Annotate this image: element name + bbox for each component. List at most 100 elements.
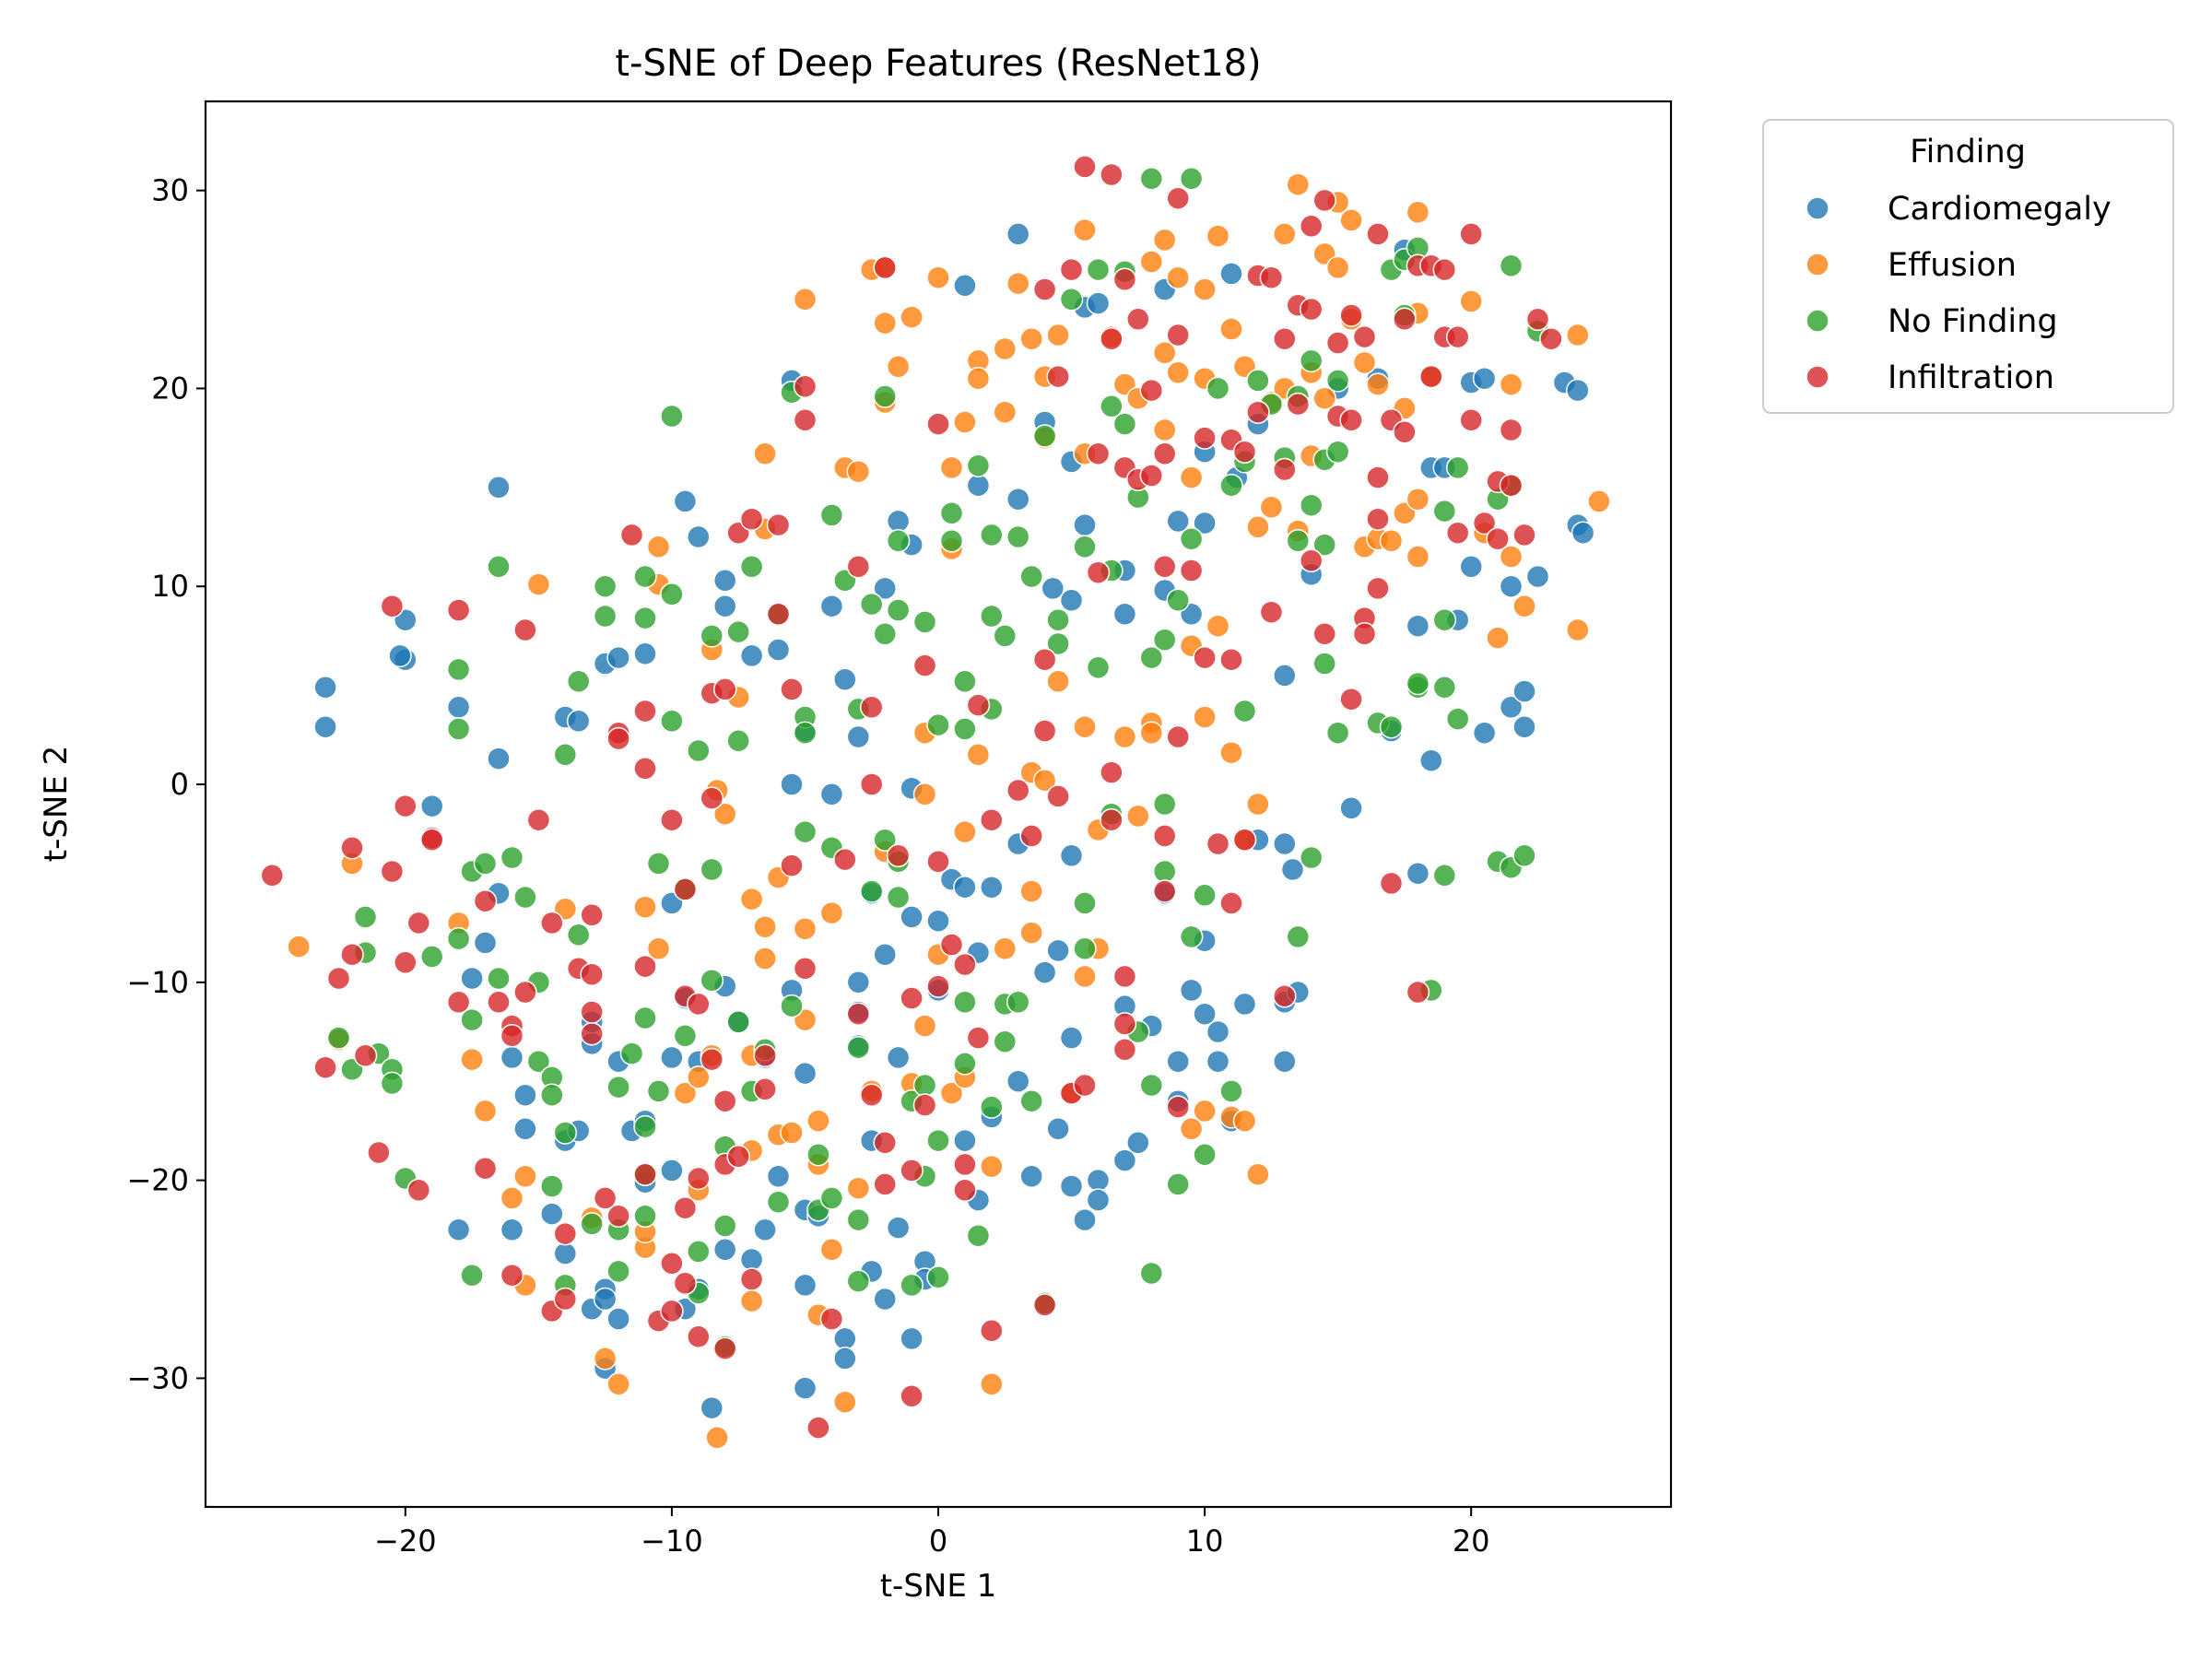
data-point [1352,350,1377,375]
data-point [619,1041,644,1065]
y-tick-label: −30 [126,1360,189,1395]
data-point [886,529,911,553]
data-point [673,1024,698,1048]
data-point [1126,804,1150,829]
data-point [1273,457,1297,482]
data-point [1046,631,1070,656]
data-point [1126,1131,1150,1155]
data-point [926,265,950,289]
data-point [1219,1079,1243,1103]
data-point [1019,564,1043,589]
data-point [1312,652,1336,676]
data-point [1086,291,1111,315]
data-point [726,1010,750,1034]
data-point [1166,360,1190,385]
data-point [1206,1019,1230,1044]
data-point [473,888,498,913]
data-point [633,564,657,589]
data-point [687,1065,711,1089]
data-point [833,1390,857,1414]
data-point [1325,440,1350,464]
data-point [1193,426,1217,450]
data-point [886,885,911,910]
data-point [633,1162,657,1186]
data-point [660,807,684,832]
data-point [1193,645,1217,670]
data-point [819,1307,844,1331]
data-point [1339,796,1363,820]
data-point [673,1195,698,1220]
data-point [726,729,750,753]
data-point [593,604,618,629]
data-point [1179,924,1204,949]
data-point [388,643,412,668]
data-point [1006,1069,1030,1093]
data-point [793,957,818,981]
data-point [993,1030,1018,1053]
data-point [1179,526,1204,551]
data-point [1006,524,1030,549]
data-point [446,990,471,1015]
data-point [1472,721,1497,745]
data-point [766,638,791,662]
data-point [873,828,897,852]
data-point [633,641,657,666]
data-point [1339,208,1363,232]
data-point [1512,594,1536,618]
data-point [1206,1049,1230,1074]
data-point [1193,511,1217,535]
data-point [1587,489,1611,513]
legend-item: Effusion [1806,247,2017,284]
data-point [1193,883,1217,908]
legend-marker [1806,309,1830,333]
data-point [846,1002,871,1026]
data-point [873,622,897,646]
data-point [513,1083,537,1107]
data-point [340,836,364,860]
x-axis-label: t-SNE 1 [880,1568,997,1605]
data-point [833,1347,857,1371]
data-point [1232,699,1257,724]
data-point [367,1140,391,1165]
data-point [1073,155,1097,179]
data-point [1219,262,1243,286]
data-point [873,255,897,280]
data-point [1179,1117,1204,1141]
data-point [487,747,511,771]
data-point [660,1159,684,1182]
data-point [886,1045,911,1070]
data-point [859,695,884,720]
data-point [1112,1148,1137,1172]
data-point [487,990,511,1015]
data-point [1059,588,1084,613]
data-point [287,935,311,959]
data-point [633,895,657,919]
data-point [380,859,405,884]
data-point [819,782,844,806]
legend-item: Cardiomegaly [1806,191,2112,228]
data-point [406,1178,431,1203]
data-point [953,274,977,298]
data-point [1325,369,1350,393]
data-point [953,952,977,977]
data-point [633,699,657,724]
data-point [687,992,711,1017]
data-point [1166,1049,1190,1074]
data-point [1179,978,1204,1003]
data-point [966,1026,991,1050]
legend-marker [1806,253,1830,276]
data-point [793,721,818,745]
x-tick-label: 20 [1453,1524,1490,1559]
data-point [1193,277,1217,301]
data-point [673,1271,698,1296]
data-point [1059,843,1084,868]
data-point [500,1045,524,1070]
legend-marker [1806,196,1830,220]
legend-item: No Finding [1806,303,2058,340]
data-point [780,994,804,1018]
data-point [753,914,777,939]
data-point [1073,891,1097,915]
data-point [966,453,991,477]
data-point [819,503,844,527]
data-point [739,1267,764,1291]
